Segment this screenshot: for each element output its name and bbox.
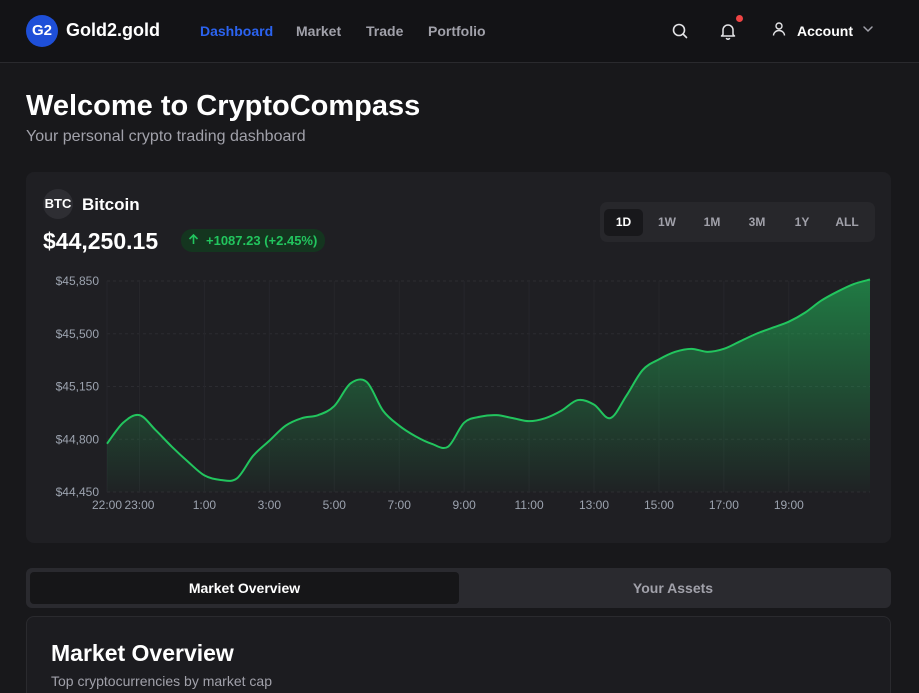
x-tick-label: 5:00 xyxy=(323,498,347,512)
bell-icon[interactable] xyxy=(718,21,738,41)
x-tick-label: 11:00 xyxy=(515,498,544,512)
logo-badge[interactable]: G2 xyxy=(26,15,58,47)
price-line[interactable] xyxy=(106,278,871,482)
range-all[interactable]: ALL xyxy=(835,215,859,229)
x-tick-label: 22:00 xyxy=(92,498,122,512)
market-overview-title: Market Overview xyxy=(51,640,234,666)
x-tick-label: 7:00 xyxy=(388,498,412,512)
y-tick-label: $45,150 xyxy=(56,380,100,394)
coin-price: $44,250.15 xyxy=(43,228,159,254)
nav-market[interactable]: Market xyxy=(296,23,342,39)
page-title: Welcome to CryptoCompass xyxy=(26,90,421,122)
x-tick-label: 3:00 xyxy=(258,498,282,512)
market-overview-subtitle: Top cryptocurrencies by market cap xyxy=(51,673,272,689)
y-tick-label: $45,850 xyxy=(56,274,100,288)
coin-symbol-badge: BTC xyxy=(43,189,73,219)
range-1d[interactable]: 1D xyxy=(604,209,643,236)
x-tick-label: 23:00 xyxy=(124,498,154,512)
coin-name: Bitcoin xyxy=(82,195,140,214)
nav-dashboard[interactable]: Dashboard xyxy=(200,23,274,39)
search-icon[interactable] xyxy=(670,21,690,41)
brand-name[interactable]: Gold2.gold xyxy=(66,20,160,40)
nav-trade[interactable]: Trade xyxy=(366,23,404,39)
account-label: Account xyxy=(797,23,853,39)
tab-your-assets[interactable]: Your Assets xyxy=(632,580,714,596)
notification-dot xyxy=(736,15,743,22)
x-tick-label: 15:00 xyxy=(644,498,674,512)
y-tick-label: $44,450 xyxy=(56,485,100,499)
range-1w[interactable]: 1W xyxy=(658,215,676,229)
arrow-up-icon xyxy=(187,233,200,249)
tab-market-overview[interactable]: Market Overview xyxy=(30,572,459,604)
x-tick-label: 13:00 xyxy=(579,498,609,512)
nav-portfolio[interactable]: Portfolio xyxy=(428,23,486,39)
chevron-down-icon xyxy=(861,22,875,41)
price-area-fill xyxy=(107,279,870,492)
account-menu[interactable]: Account xyxy=(771,21,875,41)
range-1m[interactable]: 1M xyxy=(703,215,721,229)
market-overview-panel xyxy=(26,616,891,693)
x-tick-label: 19:00 xyxy=(774,498,804,512)
price-chart[interactable]: $45,850 $45,500 $45,150 $44,800 $44,450 23:0… xyxy=(26,260,891,522)
user-icon xyxy=(771,21,787,42)
x-tick-label: 17:00 xyxy=(709,498,739,512)
y-tick-label: $45,500 xyxy=(56,327,100,341)
dashboard-tabs: Market Overview Your Assets xyxy=(26,568,891,608)
price-change-badge: +1087.23 (+2.45%) xyxy=(181,229,326,252)
price-change-text: +1087.23 (+2.45%) xyxy=(206,233,318,248)
top-navbar: G2 Gold2.gold Dashboard Market Trade Por… xyxy=(0,0,919,63)
range-1y[interactable]: 1Y xyxy=(794,215,810,229)
x-tick-label: 9:00 xyxy=(452,498,476,512)
time-range-selector: 1D 1W 1M 3M 1Y ALL xyxy=(600,202,875,242)
y-tick-label: $44,800 xyxy=(56,432,100,446)
range-3m[interactable]: 3M xyxy=(748,215,766,229)
x-tick-label: 1:00 xyxy=(193,498,217,512)
page-subtitle: Your personal crypto trading dashboard xyxy=(26,128,306,145)
